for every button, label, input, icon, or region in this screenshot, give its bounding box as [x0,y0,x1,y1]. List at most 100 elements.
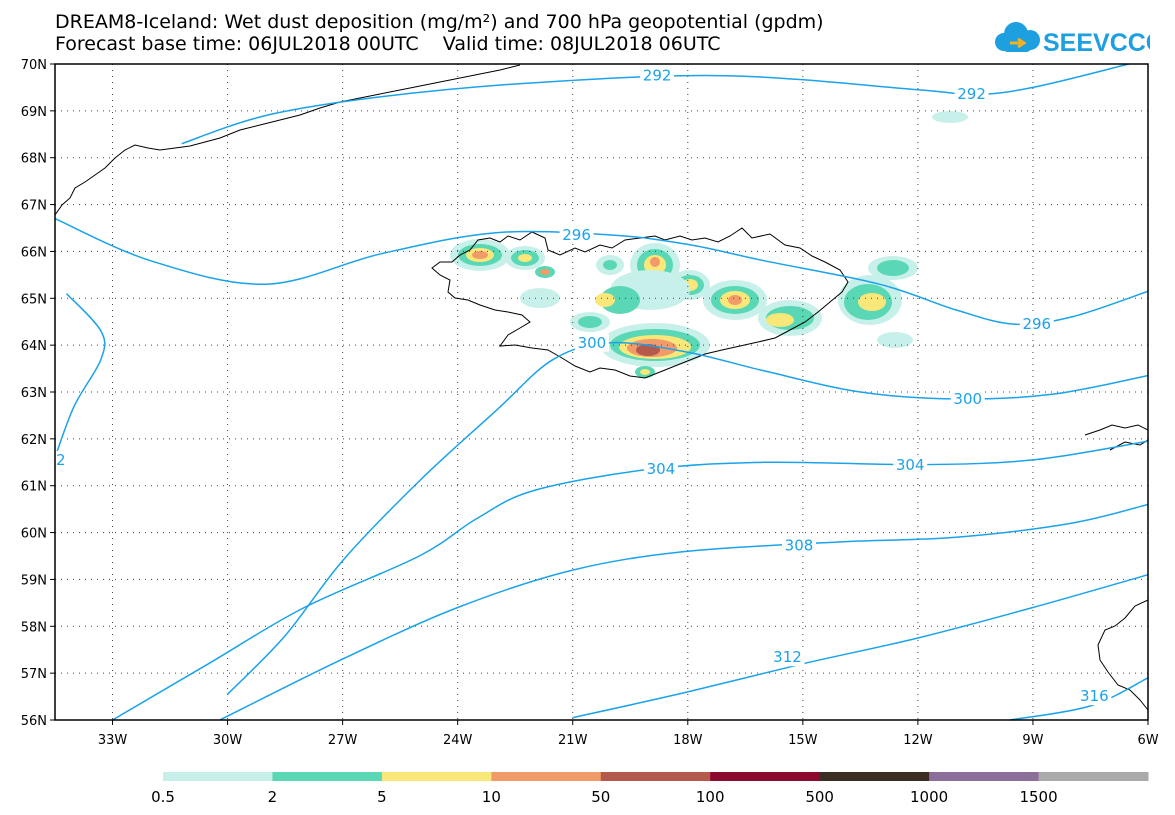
lat-tick-label: 69N [21,105,47,120]
lon-tick-label: 24W [443,733,473,748]
lat-tick-label: 58N [21,620,47,635]
contour-line [181,63,1129,145]
lon-tick-label: 9W [1022,733,1043,748]
cloud-icon [995,22,1040,52]
lon-tick-label: 12W [903,733,933,748]
axis-ticks: 70N 69N 68N 67N 66N 65N 64N 63N 62N 61N 60N 59N 58N 5… [21,58,1159,748]
dust-blob [877,332,913,348]
dust-blob [603,260,617,270]
legend-label: 500 [805,788,834,806]
legend-swatch [600,772,711,781]
dust-blob [766,313,794,327]
lat-tick-label: 70N [21,58,47,73]
map-subtitle: Forecast base time: 06JUL2018 00UTC Vali… [55,33,721,55]
contour-line [572,573,1149,719]
contour-label-bg [643,459,678,478]
dust-blob [540,269,550,275]
lat-tick-label: 68N [21,152,47,167]
contour-label: 292 [957,85,986,103]
contour-line [219,503,1149,721]
legend-label: 5 [377,788,387,806]
lon-tick-label: 15W [788,733,818,748]
lon-tick-label: 18W [673,733,703,748]
contour-label-bg [782,536,817,555]
legend-label: 2 [268,788,278,806]
dust-blob [650,257,660,267]
legend-swatch [710,772,821,781]
contour-label-bg [55,450,67,469]
legend-swatch [272,772,383,781]
legend-label: 1500 [1019,788,1057,806]
map-title: DREAM8-Iceland: Wet dust deposition (mg/… [55,11,824,33]
graticule [55,64,1148,720]
contour-label: 308 [785,537,814,555]
contour-line [54,217,1149,326]
contour-label-bg [950,390,985,409]
lat-tick-label: 59N [21,573,47,588]
legend-label: 10 [482,788,501,806]
contour-label: 292 [643,67,672,85]
legend-label: 0.5 [151,788,175,806]
dust-blob [640,369,650,375]
seevccc-logo: SEEVCCC [995,22,1150,57]
lat-tick-label: 65N [21,292,47,307]
legend-swatch [929,772,1040,781]
lon-tick-label: 33W [98,733,128,748]
contour-label-bg [954,84,989,103]
contour-label: 304 [896,456,925,474]
contour-label-bg [770,648,805,667]
legend-swatch [819,772,930,781]
legend-swatch [1038,772,1149,781]
contour-label: 300 [953,390,982,408]
contour-label-fragment: 2 [56,451,66,469]
legend-label: 1000 [910,788,948,806]
dust-blob [858,293,886,311]
greenland-coastline [54,64,521,216]
contour-label-bg [1077,687,1112,706]
contour-label: 312 [773,648,802,666]
contour-label: 300 [578,334,607,352]
lat-tick-label: 61N [21,480,47,495]
scotland-coastline [1097,599,1149,711]
dust-blob [595,293,615,307]
contour-label: 296 [1022,315,1051,333]
lat-tick-label: 64N [21,339,47,354]
lat-tick-label: 62N [21,433,47,448]
lat-tick-label: 67N [21,199,47,214]
lat-tick-label: 56N [21,714,47,729]
dust-blob [728,295,742,305]
contour-label-bg [640,66,675,85]
dust-blob [600,286,640,314]
contour-line [54,293,106,458]
legend-label: 50 [591,788,610,806]
lat-tick-label: 66N [21,245,47,260]
dust-deposition-field [450,111,968,378]
coastlines [54,64,1149,711]
lon-tick-label: 27W [328,733,358,748]
contour-label-bg [574,333,609,352]
contour-line [1009,677,1149,721]
contour-label-bg [893,456,928,475]
iceland-coastline [431,227,849,379]
lon-tick-label: 6W [1137,733,1158,748]
contour-line [112,440,1149,721]
contour-labels: 292 292 296 296 300 300 304 304 308 312 316 2 [55,66,1112,706]
contour-label-bg [1019,315,1054,334]
dust-blob [877,260,909,276]
dust-blob [578,316,602,328]
lat-tick-label: 60N [21,527,47,542]
lat-tick-label: 63N [21,386,47,401]
legend-swatch [381,772,492,781]
contour-label: 296 [562,226,591,244]
contour-label-bg [559,226,594,245]
legend-swatch [163,772,273,781]
contour-label: 316 [1080,687,1109,705]
contour-line [227,341,1149,695]
color-legend: 0.5 2 5 10 50 100 500 1000 1500 [151,772,1149,806]
logo-text: SEEVCCC [1043,29,1150,57]
dust-blob [472,251,488,259]
lon-tick-label: 21W [558,733,588,748]
legend-swatch [491,772,602,781]
dust-blob [520,288,560,308]
